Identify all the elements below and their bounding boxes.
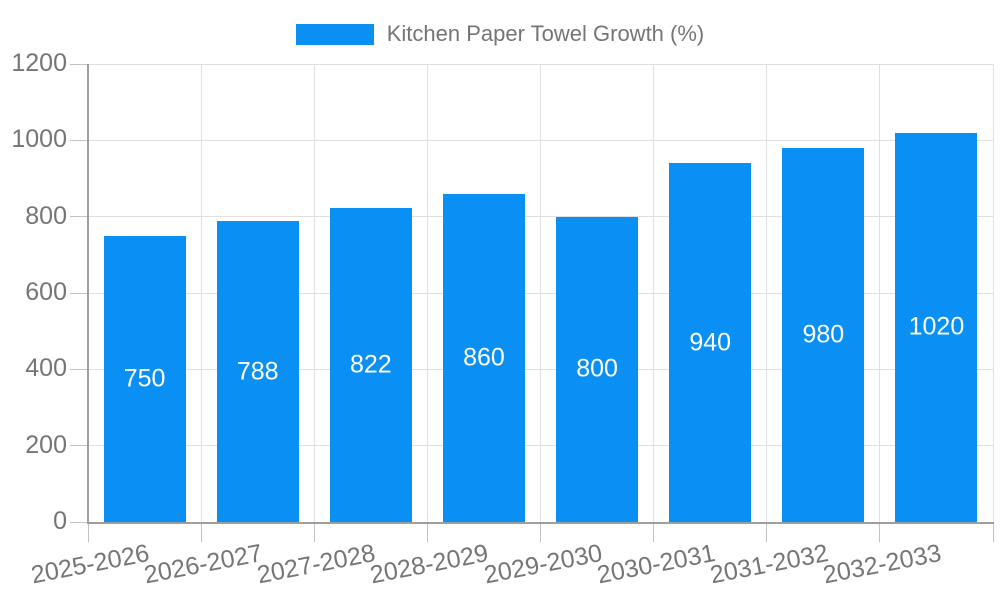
- x-axis-tick-label: 2027-2028: [255, 539, 378, 590]
- bar[interactable]: 750: [103, 235, 186, 522]
- y-axis-line: [87, 64, 89, 522]
- y-axis-tick: [70, 63, 88, 65]
- bar[interactable]: 940: [669, 163, 752, 522]
- gridline-vertical: [313, 64, 315, 522]
- gridline-horizontal: [88, 63, 993, 65]
- bar-value-label: 980: [802, 320, 845, 349]
- y-axis-tick-label: 1000: [11, 125, 67, 154]
- x-axis-tick: [992, 522, 994, 542]
- gridline-vertical: [653, 64, 655, 522]
- x-axis-tick: [540, 522, 541, 542]
- legend-item[interactable]: Kitchen Paper Towel Growth (%): [0, 21, 1000, 47]
- bar-value-label: 750: [123, 364, 166, 393]
- bar[interactable]: 980: [782, 147, 865, 522]
- bar-value-label: 860: [463, 343, 505, 372]
- bar-value-label: 1020: [908, 312, 965, 341]
- bar-value-label: 800: [576, 354, 618, 383]
- x-axis-tick: [766, 522, 768, 542]
- bar-value-label: 822: [349, 350, 392, 379]
- y-axis-tick: [70, 292, 88, 294]
- x-axis-tick: [653, 522, 655, 542]
- y-axis-tick-label: 200: [25, 430, 67, 459]
- x-axis-tick: [87, 522, 89, 542]
- y-axis-tick-label: 800: [25, 201, 67, 230]
- x-axis-tick: [313, 522, 315, 542]
- x-axis-line: [87, 522, 994, 524]
- legend-label: Kitchen Paper Towel Growth (%): [386, 21, 705, 46]
- bar-value-label: 788: [236, 357, 279, 386]
- gridline-vertical: [540, 64, 541, 522]
- y-axis-tick: [70, 445, 88, 447]
- x-axis-tick-label: 2029-2030: [481, 539, 605, 590]
- y-axis-tick: [70, 368, 88, 370]
- x-axis-tick: [200, 522, 202, 542]
- bar-value-label: 940: [689, 328, 732, 357]
- gridline-vertical: [766, 64, 768, 522]
- x-axis-tick-label: 2026-2027: [141, 539, 265, 590]
- gridline-vertical: [992, 64, 994, 522]
- bar[interactable]: 860: [442, 193, 525, 522]
- gridline-horizontal: [88, 139, 993, 141]
- x-axis-tick-label: 2032-2033: [820, 539, 944, 590]
- y-axis-tick-label: 600: [25, 278, 67, 306]
- y-axis-tick-label: 400: [25, 354, 67, 383]
- x-axis-tick-label: 2025-2026: [28, 539, 152, 590]
- bar[interactable]: 822: [329, 208, 412, 522]
- gridline-vertical: [200, 64, 202, 522]
- y-axis-tick-label: 0: [53, 507, 67, 535]
- gridline-vertical: [426, 64, 428, 522]
- y-axis-tick-label: 1200: [11, 49, 67, 77]
- x-axis-tick: [426, 522, 428, 542]
- bar[interactable]: 800: [556, 216, 639, 522]
- y-axis-tick: [70, 521, 88, 523]
- bar[interactable]: 1020: [895, 132, 978, 522]
- bar[interactable]: 788: [216, 221, 299, 522]
- x-axis-tick-label: 2030-2031: [594, 539, 718, 590]
- gridline-vertical: [879, 64, 881, 522]
- x-axis-tick-label: 2028-2029: [368, 539, 491, 590]
- x-axis-tick: [879, 522, 881, 542]
- x-axis-tick-label: 2031-2032: [707, 539, 831, 590]
- legend-swatch: [295, 23, 374, 45]
- y-axis-tick: [70, 216, 88, 218]
- y-axis-tick: [70, 139, 88, 141]
